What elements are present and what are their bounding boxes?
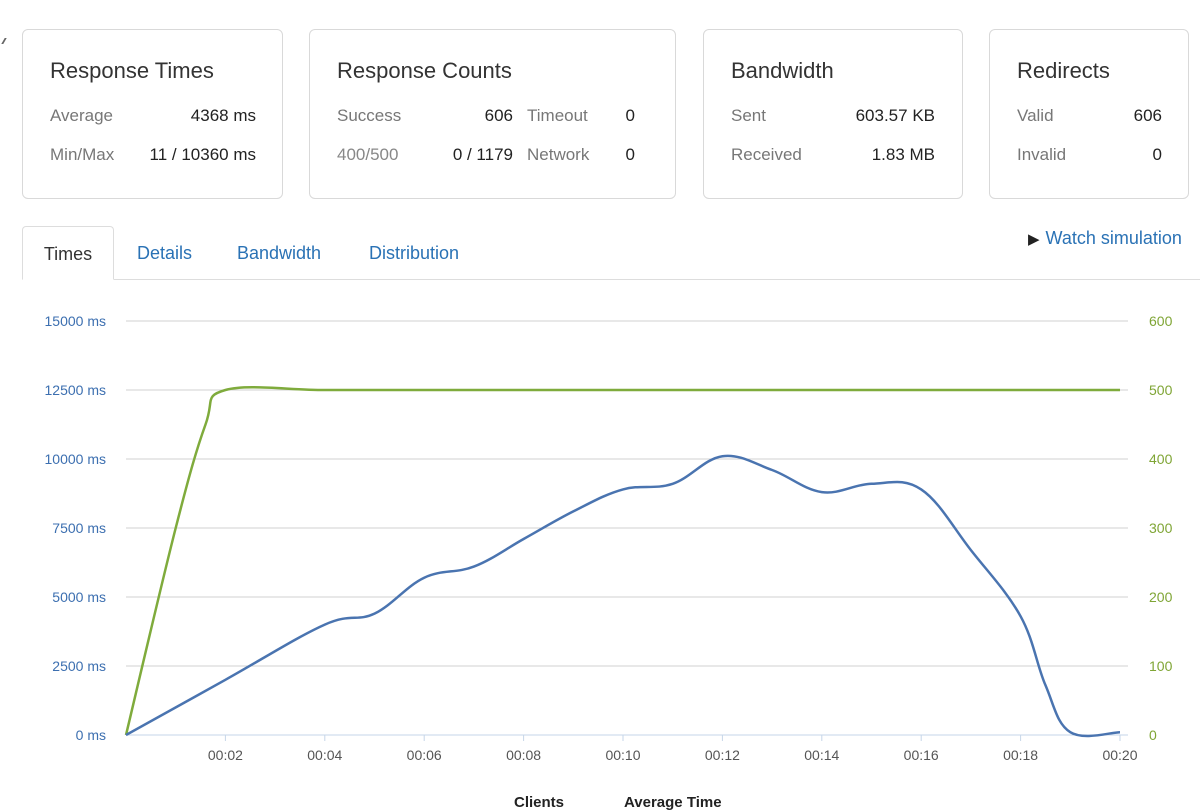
y-right-tick-label: 300 xyxy=(1149,520,1173,536)
y-left-tick-label: 0 ms xyxy=(76,727,106,743)
x-tick-label: 00:20 xyxy=(1102,747,1137,763)
average-value: 4368 ms xyxy=(190,106,256,125)
bandwidth-title: Bandwidth xyxy=(731,58,834,83)
y-right-tick-label: 600 xyxy=(1149,313,1173,329)
y-left-tick-label: 7500 ms xyxy=(52,520,106,536)
tab-bandwidth[interactable]: Bandwidth xyxy=(237,243,322,263)
x-tick-label: 00:08 xyxy=(506,747,541,763)
x-axis: 00:02 00:04 00:06 00:08 00:10 00:12 00:14 00:16… xyxy=(208,735,1138,763)
x-tick-label: 00:02 xyxy=(208,747,243,763)
legend-average-time: Average Time xyxy=(624,794,722,811)
invalid-label: Invalid xyxy=(1017,145,1067,164)
x-tick-label: 00:14 xyxy=(804,747,839,763)
sent-label: Sent xyxy=(731,106,766,125)
x-tick-label: 00:12 xyxy=(705,747,740,763)
y-left-tick-label: 12500 ms xyxy=(45,382,106,398)
received-label: Received xyxy=(731,145,802,164)
bandwidth-card: Bandwidth Sent 603.57 KB Received 1.83 M… xyxy=(703,29,963,199)
y-left-tick-label: 10000 ms xyxy=(45,451,106,467)
y-left-tick-label: 5000 ms xyxy=(52,589,106,605)
y-axis-right: 0 100 200 300 400 500 600 xyxy=(1149,313,1173,743)
watch-simulation-label: Watch simulation xyxy=(1045,228,1182,248)
invalid-value: 0 xyxy=(1152,145,1162,164)
response-times-card: Response Times Average 4368 ms Min/Max 1… xyxy=(22,29,283,199)
y-axis-left: 0 ms 2500 ms 5000 ms 7500 ms 10000 ms 12500 m… xyxy=(45,313,106,743)
response-times-title: Response Times xyxy=(50,58,214,83)
timeout-label: Timeout xyxy=(527,106,588,125)
y-right-tick-label: 500 xyxy=(1149,382,1173,398)
success-value: 606 xyxy=(484,106,513,125)
legend-clients: Clients xyxy=(514,794,565,811)
network-label: Network xyxy=(527,145,590,164)
watch-simulation-link[interactable]: ▶ Watch simulation xyxy=(1028,228,1182,249)
tab-distribution[interactable]: Distribution xyxy=(369,243,460,263)
x-tick-label: 00:06 xyxy=(407,747,442,763)
y-left-tick-label: 15000 ms xyxy=(45,313,106,329)
sent-value: 603.57 KB xyxy=(855,106,935,125)
minmax-label: Min/Max xyxy=(50,145,115,164)
y-right-tick-label: 200 xyxy=(1149,589,1173,605)
tab-times[interactable]: Times xyxy=(22,226,114,280)
redirects-title: Redirects xyxy=(1017,58,1110,83)
network-value: 0 xyxy=(625,145,635,164)
times-chart: 0 ms 2500 ms 5000 ms 7500 ms 10000 ms 12500 m… xyxy=(45,313,1173,763)
redirects-card: Redirects Valid 606 Invalid 0 xyxy=(989,29,1189,199)
y-left-tick-label: 2500 ms xyxy=(52,658,106,674)
average-time-series-line xyxy=(125,454,1121,738)
tab-details[interactable]: Details xyxy=(137,243,193,263)
received-value: 1.83 MB xyxy=(871,145,935,164)
x-tick-label: 00:16 xyxy=(904,747,939,763)
y-right-tick-label: 100 xyxy=(1149,658,1173,674)
corner-mark xyxy=(0,38,7,44)
x-tick-label: 00:10 xyxy=(605,747,640,763)
timeout-value: 0 xyxy=(625,106,635,125)
errors-value: 0 / 1179 xyxy=(452,145,513,164)
y-right-tick-label: 0 xyxy=(1149,727,1157,743)
tabs-divider xyxy=(22,279,1200,280)
errors-label: 400/500 xyxy=(337,145,399,164)
average-label: Average xyxy=(50,106,114,125)
minmax-value: 11 / 10360 ms xyxy=(149,145,256,164)
x-tick-label: 00:18 xyxy=(1003,747,1038,763)
clients-series-line xyxy=(124,386,1120,736)
valid-label: Valid xyxy=(1017,106,1054,125)
chart-grid xyxy=(126,320,1128,736)
response-counts-card: Response Counts Success 606 Timeout 0 40… xyxy=(309,29,676,199)
x-tick-label: 00:04 xyxy=(307,747,342,763)
play-icon: ▶ xyxy=(1028,231,1040,248)
response-counts-title: Response Counts xyxy=(337,58,512,83)
y-right-tick-label: 400 xyxy=(1149,451,1173,467)
valid-value: 606 xyxy=(1133,106,1162,125)
success-label: Success xyxy=(337,106,402,125)
